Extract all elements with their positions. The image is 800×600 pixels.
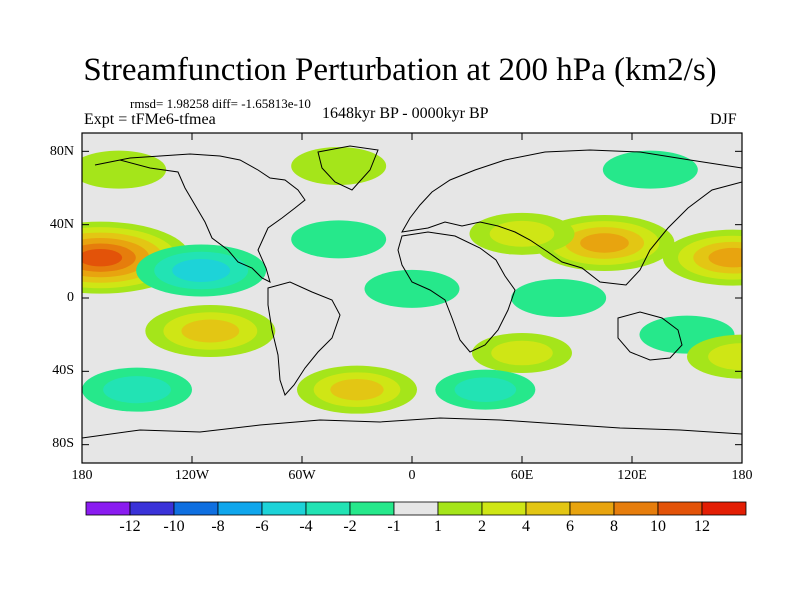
- colorbar-label: -8: [211, 518, 225, 535]
- colorbar-label: -6: [255, 518, 269, 535]
- coastline-greenland: [317, 145, 379, 191]
- anomaly-contour: [602, 150, 698, 189]
- colorbar-swatch: [481, 501, 527, 516]
- colorbar-label: 6: [566, 518, 574, 535]
- coastline-north-america: [94, 153, 306, 283]
- anomaly-contour: [491, 340, 553, 366]
- colorbar-swatch: [393, 501, 439, 516]
- colorbar-label: 2: [478, 518, 486, 535]
- colorbar-label: -10: [163, 518, 185, 535]
- coastlines: [82, 145, 742, 439]
- colorbar-swatch: [129, 501, 175, 516]
- colorbar-label: 4: [522, 518, 530, 535]
- colorbar-swatch: [437, 501, 483, 516]
- colorbar-label: -1: [387, 518, 401, 535]
- x-tick-label: 120W: [174, 468, 210, 483]
- experiment-label: Expt = tFMe6-tfmea: [84, 111, 216, 128]
- period-label: 1648kyr BP - 0000kyr BP: [322, 105, 489, 122]
- x-tick-label: 60W: [288, 468, 316, 483]
- anomaly-contour: [172, 258, 231, 283]
- colorbar-swatch: [349, 501, 395, 516]
- colorbar-swatch: [569, 501, 615, 516]
- anomaly-contour: [82, 248, 123, 267]
- anomaly-contour: [181, 319, 240, 343]
- colorbar-swatch: [173, 501, 219, 516]
- anomaly-contour: [291, 220, 387, 259]
- colorbar-swatch: [305, 501, 351, 516]
- coastline-africa: [397, 231, 516, 353]
- colorbar-swatch: [525, 501, 571, 516]
- figure-title: Streamfunction Perturbation at 200 hPa (…: [83, 52, 717, 88]
- anomaly-contour: [330, 379, 384, 401]
- colorbar-label: 10: [650, 518, 666, 535]
- colorbar-label: -12: [119, 518, 141, 535]
- colorbar-label: 12: [694, 518, 710, 535]
- x-tick-label: 180: [731, 468, 753, 483]
- colorbar-label: 8: [610, 518, 618, 535]
- coastline-eurasia: [401, 149, 742, 286]
- colorbar-swatch: [701, 501, 747, 516]
- colorbar-swatch: [217, 501, 263, 516]
- anomaly-contour: [489, 220, 555, 247]
- anomaly-contour: [82, 150, 167, 189]
- colorbar: [85, 501, 747, 516]
- y-tick-label: 40N: [49, 217, 74, 232]
- colorbar-swatch: [657, 501, 703, 516]
- colorbar-swatch: [261, 501, 307, 516]
- colorbar-label: 1: [434, 518, 442, 535]
- anomaly-contour: [454, 377, 517, 402]
- anomaly-contour: [103, 376, 171, 404]
- y-tick-label: 0: [67, 290, 74, 305]
- axis-ticks: [81, 133, 743, 463]
- x-tick-label: 60E: [510, 468, 534, 483]
- y-tick-label: 40S: [52, 363, 74, 378]
- x-tick-label: 0: [408, 468, 416, 483]
- coastline-south-america: [267, 281, 341, 396]
- x-tick-label: 180: [71, 468, 93, 483]
- y-tick-label: 80S: [52, 436, 74, 451]
- season-label: DJF: [710, 111, 737, 128]
- anomaly-contour: [708, 343, 742, 371]
- anomaly-contour: [291, 147, 387, 185]
- colorbar-label: -2: [343, 518, 357, 535]
- colorbar-swatch: [85, 501, 131, 516]
- anomaly-contour: [511, 279, 607, 317]
- y-tick-label: 80N: [49, 144, 74, 159]
- colorbar-swatch: [613, 501, 659, 516]
- coastline-australia: [617, 311, 683, 361]
- anomaly-field: [82, 133, 742, 463]
- x-tick-label: 120E: [617, 468, 647, 483]
- anomaly-contour: [364, 269, 460, 308]
- anomaly-contour: [580, 233, 629, 253]
- colorbar-label: -4: [299, 518, 313, 535]
- rmsd-diff-stats: rmsd= 1.98258 diff= -1.65813e-10: [130, 96, 311, 111]
- coastline-antarctica: [82, 417, 742, 439]
- anomaly-contour: [708, 247, 742, 268]
